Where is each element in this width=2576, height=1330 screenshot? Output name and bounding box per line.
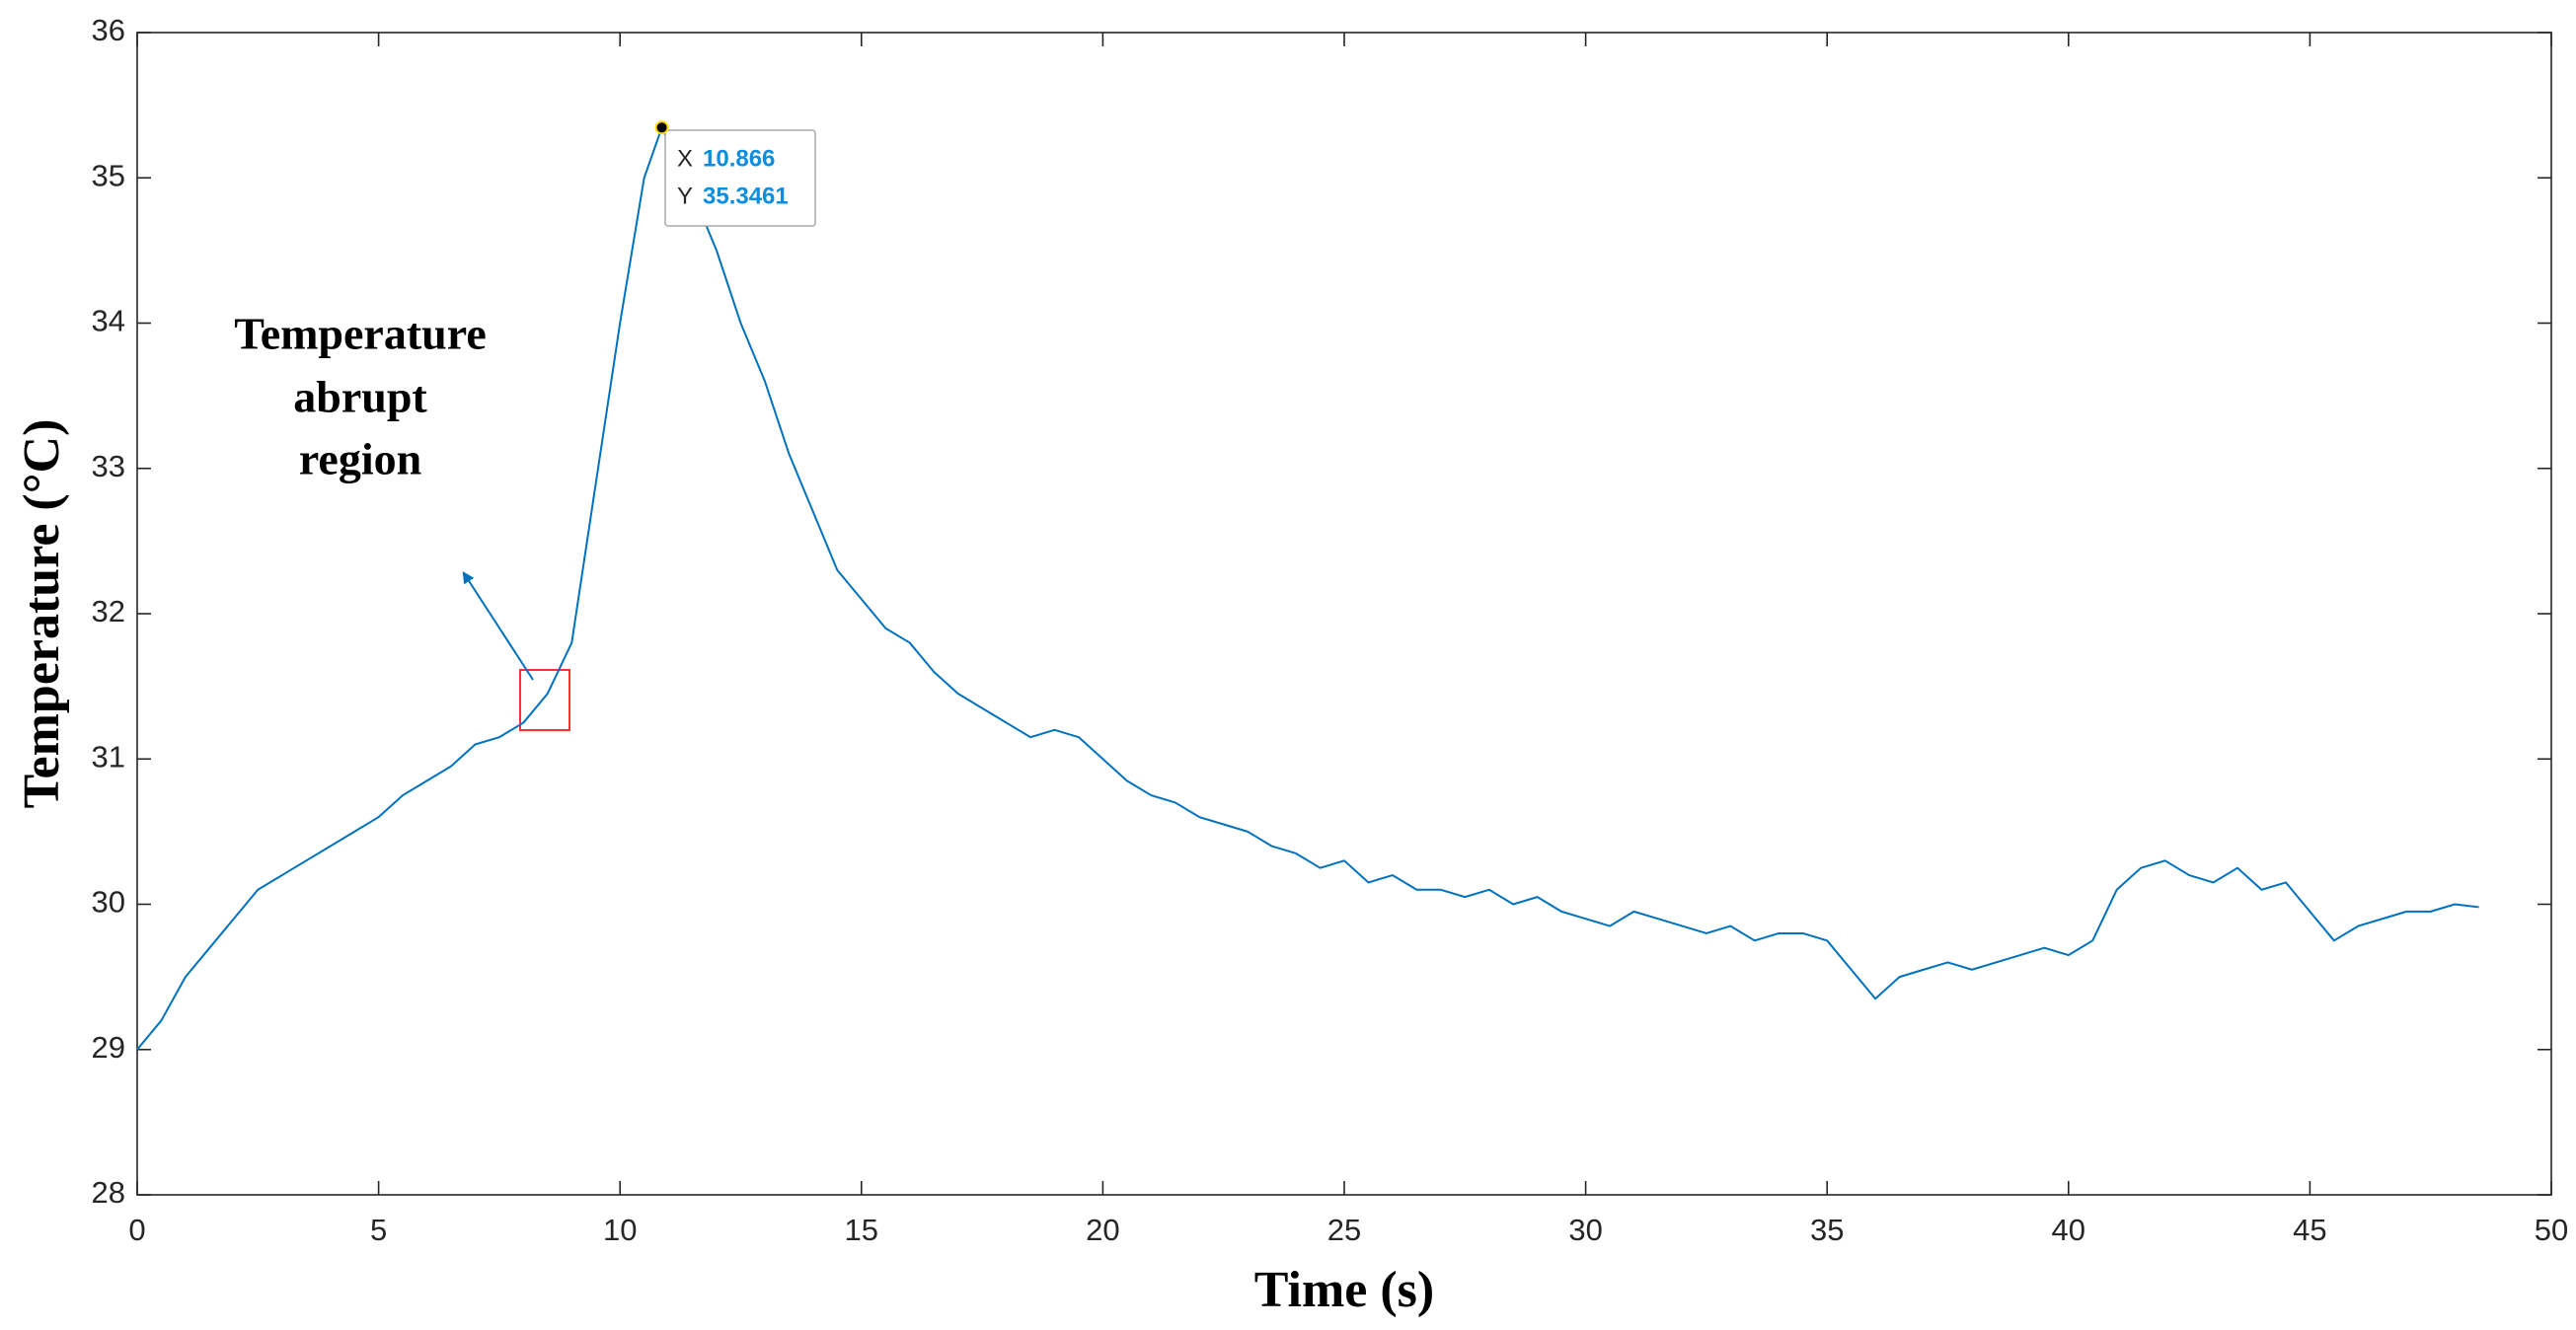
y-tick-label: 31 xyxy=(92,739,125,774)
x-tick-label: 35 xyxy=(1810,1213,1844,1247)
datatip-x-value: 10.866 xyxy=(703,145,775,172)
highlight-box xyxy=(519,669,570,731)
data-line xyxy=(136,126,2479,1051)
y-tick-label: 32 xyxy=(92,594,125,628)
x-tick-label: 40 xyxy=(2052,1213,2085,1247)
y-axis-title: Temperature (°C) xyxy=(14,419,70,809)
x-tick-label: 10 xyxy=(603,1213,637,1247)
x-tick-label: 15 xyxy=(845,1213,878,1247)
y-tick-label: 33 xyxy=(92,449,125,483)
plot-area: 0 5 10 15 20 25 30 35 40 45 50 28 29 30 31 32 33 34 35 36 xyxy=(92,13,2569,1247)
y-tick-label: 34 xyxy=(92,304,125,338)
x-tick-label: 5 xyxy=(370,1213,387,1247)
x-tick-label: 50 xyxy=(2535,1213,2568,1247)
y-tick-label: 35 xyxy=(92,158,125,192)
x-tick-label: 20 xyxy=(1086,1213,1119,1247)
annotation-line: abrupt xyxy=(293,372,427,422)
annotation-line: Temperature xyxy=(234,309,487,359)
x-tick-label: 0 xyxy=(128,1213,145,1247)
x-axis-title: Time (s) xyxy=(1254,1262,1434,1318)
x-tick-label: 30 xyxy=(1568,1213,1602,1247)
y-tick-label: 28 xyxy=(92,1175,125,1210)
datatip-y-value: 35.3461 xyxy=(703,183,789,209)
y-tick-label: 30 xyxy=(92,885,125,920)
annotation-arrow xyxy=(462,570,534,681)
datatip-y-name: Y xyxy=(677,183,693,209)
x-tick-label: 25 xyxy=(1327,1213,1361,1247)
datatip-x-name: X xyxy=(677,145,693,172)
datatip-box xyxy=(664,129,816,227)
y-tick-label: 29 xyxy=(92,1030,125,1065)
y-tick-label: 36 xyxy=(92,13,125,47)
datatip-point xyxy=(654,120,669,135)
annotation-line: region xyxy=(299,434,421,484)
axes-frame xyxy=(136,32,2552,1196)
x-tick-label: 45 xyxy=(2293,1213,2326,1247)
